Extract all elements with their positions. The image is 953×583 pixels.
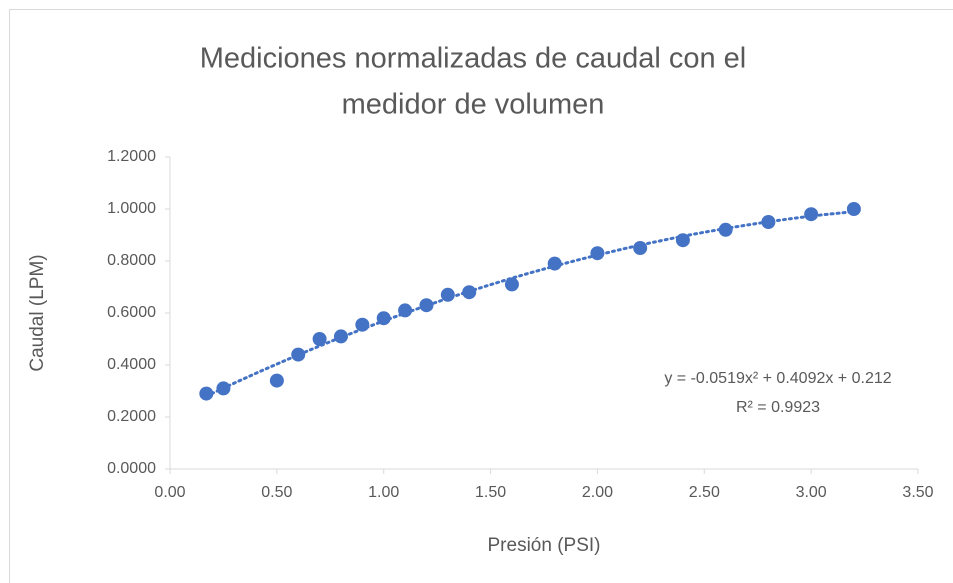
x-tick-label: 2.00 bbox=[582, 484, 613, 501]
y-tick-label: 0.2000 bbox=[107, 408, 156, 425]
x-tick-label: 1.00 bbox=[368, 484, 399, 501]
point bbox=[590, 246, 605, 261]
point bbox=[675, 233, 690, 248]
y-tick-label: 0.0000 bbox=[107, 460, 156, 477]
point bbox=[333, 329, 348, 344]
point bbox=[547, 256, 562, 271]
point bbox=[761, 215, 776, 229]
point bbox=[216, 381, 231, 396]
point bbox=[633, 241, 648, 255]
point bbox=[199, 386, 214, 401]
chart-title: Mediciones normalizadas de caudal con el bbox=[200, 43, 746, 75]
point bbox=[355, 317, 370, 332]
point bbox=[440, 287, 455, 302]
point bbox=[269, 373, 284, 388]
y-axis-label: Caudal (LPM) bbox=[27, 254, 48, 371]
point bbox=[419, 298, 434, 313]
point bbox=[718, 222, 733, 237]
chart-border bbox=[9, 9, 953, 583]
trendline-label: R² = 0.9923 bbox=[736, 399, 820, 416]
point bbox=[804, 207, 819, 222]
x-tick-label: 0.50 bbox=[261, 484, 292, 501]
point bbox=[291, 347, 306, 362]
x-tick-label: 3.00 bbox=[796, 484, 827, 501]
x-axis-label: Presión (PSI) bbox=[488, 535, 601, 556]
x-tick-label: 3.50 bbox=[902, 484, 933, 501]
point bbox=[462, 285, 477, 300]
x-tick-label: 2.50 bbox=[689, 484, 720, 501]
y-tick-label: 1.2000 bbox=[107, 148, 156, 165]
x-tick-label: 1.50 bbox=[475, 484, 506, 501]
y-tick-label: 0.4000 bbox=[107, 356, 156, 373]
trendline-label: y = -0.0519x² + 0.4092x + 0.212 bbox=[664, 370, 891, 387]
point bbox=[846, 202, 861, 216]
point bbox=[376, 311, 391, 326]
y-tick-label: 1.0000 bbox=[107, 200, 156, 217]
point bbox=[504, 277, 519, 292]
point bbox=[398, 303, 413, 318]
trendline bbox=[204, 210, 856, 398]
chart-title: medidor de volumen bbox=[342, 89, 605, 121]
y-tick-label: 0.8000 bbox=[107, 252, 156, 269]
point bbox=[312, 332, 327, 346]
x-tick-label: 0.00 bbox=[154, 484, 185, 501]
y-tick-label: 0.6000 bbox=[107, 304, 156, 321]
